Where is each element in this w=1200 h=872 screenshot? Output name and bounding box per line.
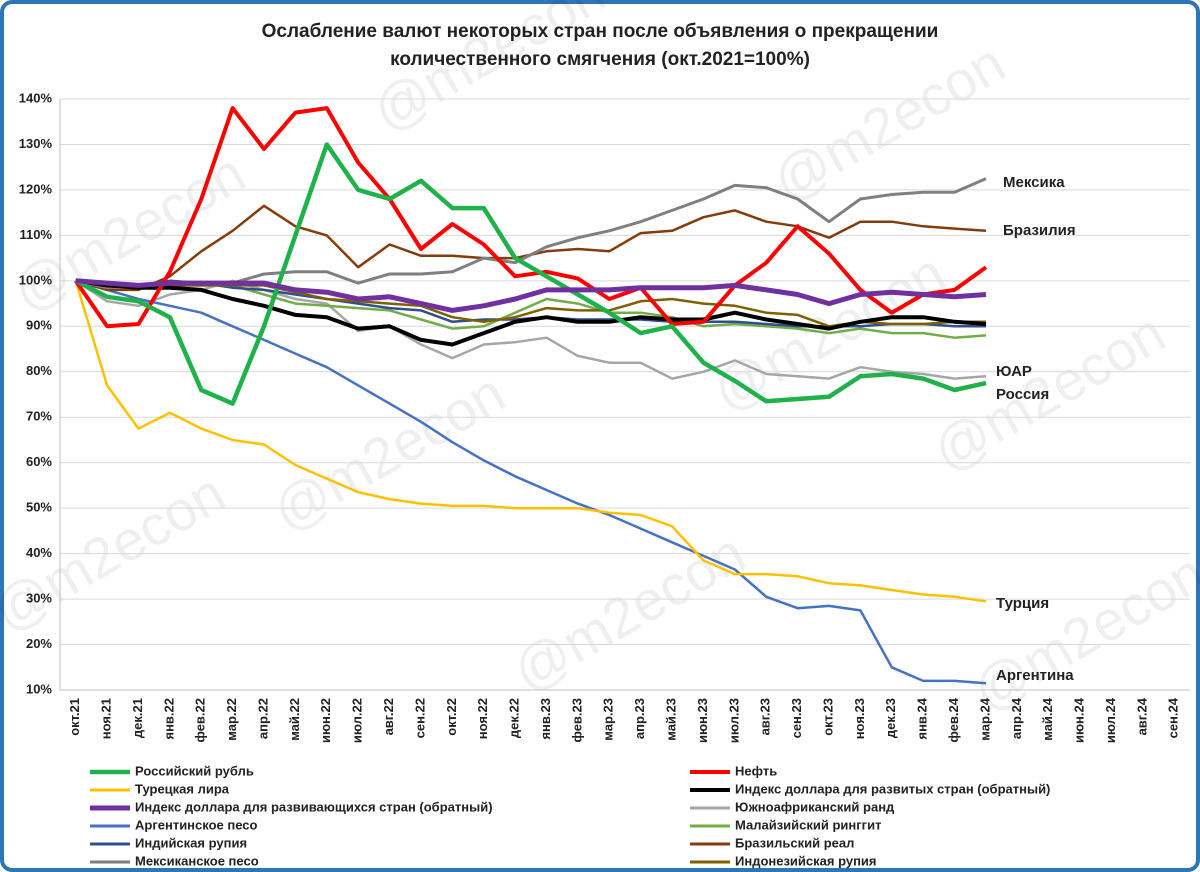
x-tick-label: май.24 xyxy=(1040,697,1055,741)
legend-label: Российский рубль xyxy=(135,763,254,778)
x-tick-label: мар.24 xyxy=(977,697,992,740)
series-line xyxy=(75,278,987,347)
x-tick-label: июл.24 xyxy=(1103,697,1118,743)
x-tick-label: июл.22 xyxy=(350,698,365,743)
y-tick-label: 40% xyxy=(26,545,52,560)
x-tick-label: окт.22 xyxy=(444,698,459,736)
x-tick-label: янв.22 xyxy=(161,698,176,740)
annotation: ЮАР xyxy=(996,363,1032,380)
x-tick-label: июл.23 xyxy=(726,698,741,743)
x-tick-label: фев.24 xyxy=(946,697,961,742)
x-tick-label: окт.23 xyxy=(820,698,835,736)
x-tick-label: ноя.22 xyxy=(475,698,490,739)
legend-label: Мексиканское песо xyxy=(135,853,259,868)
annotation: Бразилия xyxy=(1003,222,1076,239)
x-tick-label: янв.24 xyxy=(915,697,930,739)
legend-label: Турецкая лира xyxy=(135,781,230,796)
y-tick-label: 130% xyxy=(19,136,53,151)
x-tick-label: мар.22 xyxy=(224,698,239,741)
x-tick-label: ноя.23 xyxy=(852,698,867,739)
chart-title: Ослабление валют некоторых стран после о… xyxy=(262,21,939,42)
y-tick-label: 80% xyxy=(26,363,52,378)
x-tick-label: июн.23 xyxy=(695,698,710,743)
y-tick-label: 120% xyxy=(19,181,53,196)
series-line xyxy=(75,278,987,313)
x-tick-label: дек.21 xyxy=(130,698,145,738)
annotation: Мексика xyxy=(1003,174,1065,191)
legend-label: Индекс доллара для развивающихся стран (… xyxy=(135,799,493,814)
x-tick-label: апр.22 xyxy=(255,698,270,739)
x-tick-label: сен.22 xyxy=(412,698,427,738)
x-tick-label: май.22 xyxy=(287,698,302,741)
x-tick-label: апр.23 xyxy=(632,698,647,739)
x-tick-label: фев.23 xyxy=(569,698,584,743)
legend-label: Бразильский реал xyxy=(735,835,854,850)
y-tick-label: 90% xyxy=(26,318,52,333)
y-tick-label: 30% xyxy=(26,591,52,606)
x-tick-label: дек.22 xyxy=(507,698,522,738)
x-tick-label: мар.23 xyxy=(601,698,616,741)
y-tick-label: 20% xyxy=(26,636,52,651)
y-tick-label: 50% xyxy=(26,500,52,515)
legend-label: Индекс доллара для развитых стран (обрат… xyxy=(735,781,1050,796)
series-line xyxy=(74,280,987,603)
x-tick-label: авг.22 xyxy=(381,698,396,735)
x-tick-label: фев.22 xyxy=(193,698,208,743)
annotation: Россия xyxy=(996,386,1049,403)
x-tick-label: янв.23 xyxy=(538,698,553,740)
x-tick-label: май.23 xyxy=(664,698,679,741)
y-tick-label: 10% xyxy=(26,681,52,696)
x-tick-label: авг.23 xyxy=(758,698,773,735)
x-tick-label: сен.24 xyxy=(1166,697,1181,738)
annotation: Аргентина xyxy=(996,667,1074,684)
series-line xyxy=(74,142,987,406)
y-tick-label: 60% xyxy=(26,454,52,469)
series-line xyxy=(75,279,987,685)
y-tick-label: 140% xyxy=(19,90,53,105)
y-tick-label: 70% xyxy=(26,409,52,424)
x-tick-label: авг.24 xyxy=(1134,697,1149,735)
y-tick-label: 110% xyxy=(19,227,52,242)
legend-label: Южноафриканский ранд xyxy=(735,799,895,814)
x-tick-label: сен.23 xyxy=(789,698,804,738)
x-tick-label: июн.22 xyxy=(318,698,333,743)
x-tick-label: ноя.21 xyxy=(99,698,114,739)
legend-label: Малайзийский ринггит xyxy=(735,817,881,832)
series-line xyxy=(74,106,988,329)
chart-title: количественного смягчения (окт.2021=100%… xyxy=(390,49,810,70)
x-tick-label: июн.24 xyxy=(1072,697,1087,743)
annotation: Турция xyxy=(996,595,1049,612)
legend-label: Индийская рупия xyxy=(135,835,247,850)
legend-label: Нефть xyxy=(735,763,777,778)
legend-label: Аргентинское песо xyxy=(135,817,258,832)
x-tick-label: апр.24 xyxy=(1009,697,1024,739)
y-tick-label: 100% xyxy=(19,272,53,287)
legend-label: Индонезийская рупия xyxy=(735,853,877,868)
x-tick-label: дек.23 xyxy=(883,698,898,738)
x-tick-label: окт.21 xyxy=(67,698,82,736)
